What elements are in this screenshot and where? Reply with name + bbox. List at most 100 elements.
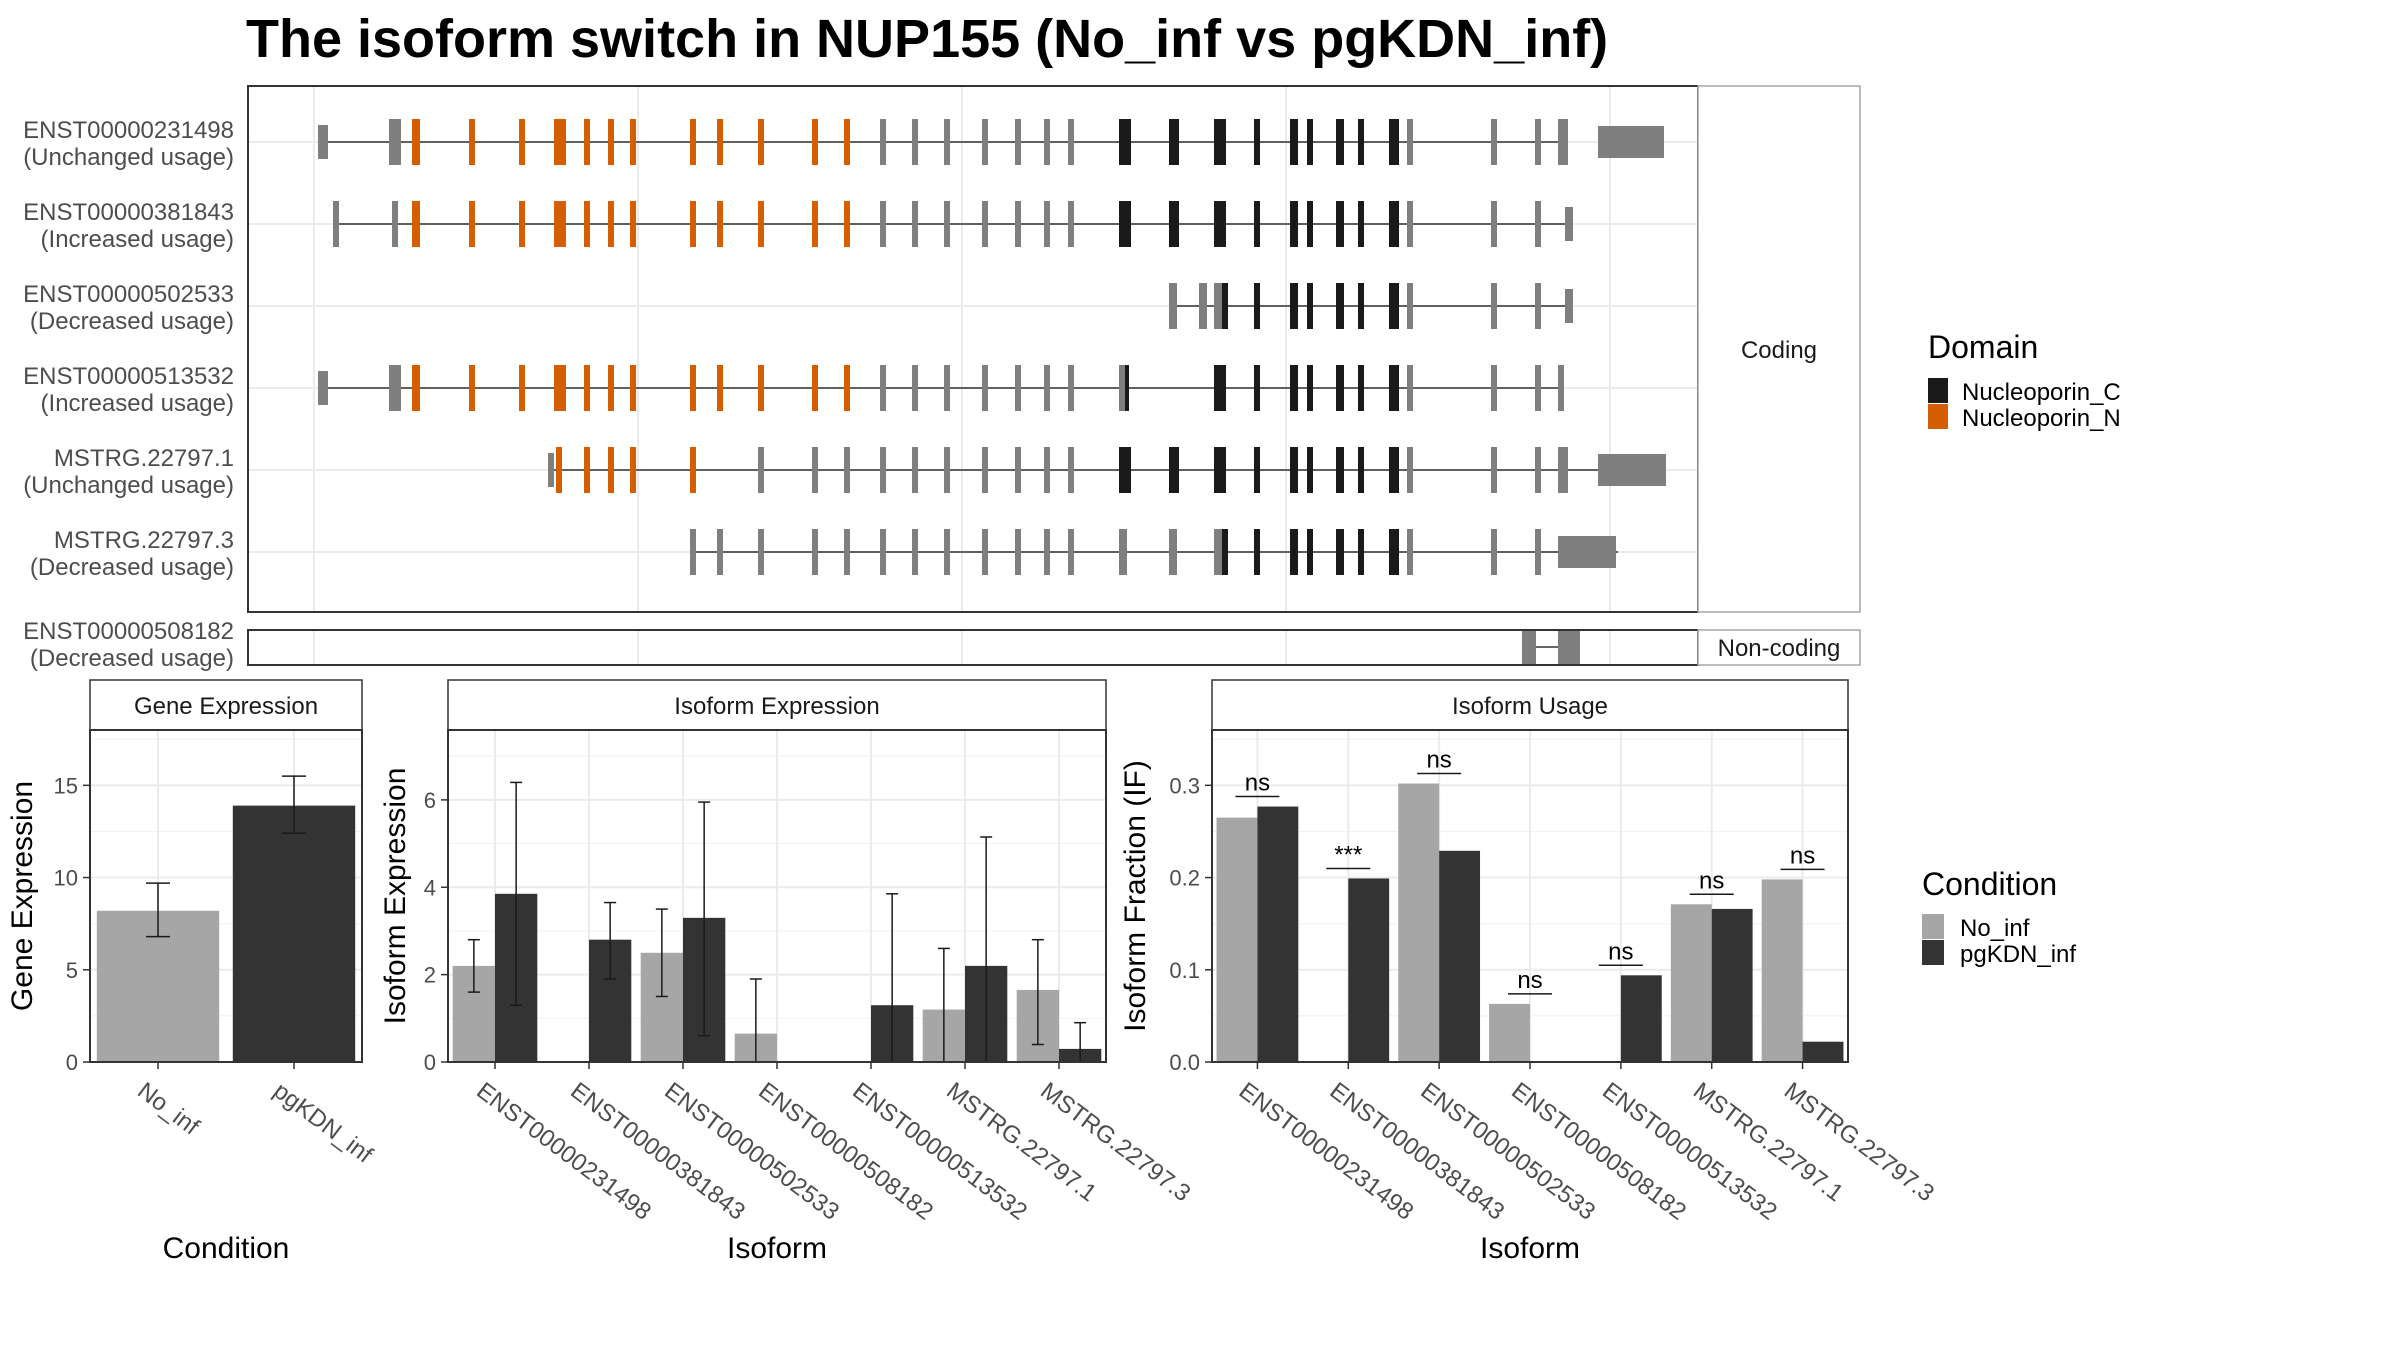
exon xyxy=(1491,283,1497,329)
bar xyxy=(1216,817,1258,1062)
condition-legend-swatch xyxy=(1922,914,1944,939)
exon xyxy=(690,529,696,575)
bar xyxy=(1761,879,1803,1062)
exon-nucleoporin-n xyxy=(630,365,636,411)
exon xyxy=(944,365,950,411)
exon xyxy=(1558,536,1616,568)
exon-nucleoporin-c xyxy=(1307,119,1313,165)
bar xyxy=(1802,1041,1844,1062)
exon xyxy=(1119,529,1127,575)
exon-nucleoporin-c xyxy=(1389,201,1399,247)
exon-nucleoporin-c xyxy=(1214,365,1226,411)
bar xyxy=(1257,806,1299,1062)
exon xyxy=(1535,283,1541,329)
domain-legend: Domain Nucleoporin_C Nucleoporin_N xyxy=(1928,329,2121,432)
exon-nucleoporin-c xyxy=(1358,365,1364,411)
condition-legend-label: pgKDN_inf xyxy=(1960,941,2076,968)
exon-nucleoporin-n xyxy=(717,201,723,247)
exon-nucleoporin-c xyxy=(1336,447,1344,493)
isoform-label-name: ENST00000502533 xyxy=(23,281,234,308)
panel-border xyxy=(89,729,363,1063)
isoform-track xyxy=(1169,283,1573,329)
domain-legend-label: Nucleoporin_C xyxy=(1962,379,2121,406)
x-axis-title: Condition xyxy=(163,1232,290,1265)
exon xyxy=(548,453,554,487)
exon-nucleoporin-n xyxy=(630,447,636,493)
bar xyxy=(1489,1003,1530,1062)
condition-legend-swatch xyxy=(1922,940,1944,965)
bar xyxy=(1348,878,1390,1062)
isoform-label-name: ENST00000508182 xyxy=(23,618,234,645)
exon xyxy=(812,447,818,493)
y-tick-label: 4 xyxy=(424,875,436,900)
exon-nucleoporin-c xyxy=(1358,529,1364,575)
y-tick-label: 6 xyxy=(424,788,436,813)
exon-nucleoporin-c xyxy=(1307,201,1313,247)
isoform-label-name: ENST00000231498 xyxy=(23,117,234,144)
exon xyxy=(1407,365,1413,411)
domain-legend-title: Domain xyxy=(1928,329,2038,365)
exon xyxy=(912,201,918,247)
exon-nucleoporin-n xyxy=(630,119,636,165)
exon-nucleoporin-c xyxy=(1169,447,1179,493)
exon xyxy=(1068,447,1074,493)
condition-legend-label: No_inf xyxy=(1960,915,2030,942)
exon-nucleoporin-n xyxy=(758,365,764,411)
exon xyxy=(758,529,764,575)
isoform-label-usage: (Unchanged usage) xyxy=(23,144,234,171)
exon-nucleoporin-c xyxy=(1290,447,1298,493)
coding-strip-label: Coding xyxy=(1741,337,1817,364)
exon xyxy=(1015,447,1021,493)
exon-nucleoporin-n xyxy=(690,119,696,165)
exon xyxy=(717,529,723,575)
exon xyxy=(1169,529,1177,575)
exon-nucleoporin-n xyxy=(519,119,525,165)
exon-nucleoporin-c xyxy=(1358,283,1364,329)
exon xyxy=(944,201,950,247)
bar xyxy=(1439,850,1481,1062)
noncoding-strip xyxy=(1697,629,1861,666)
exon xyxy=(880,529,886,575)
exon-nucleoporin-c xyxy=(1214,447,1226,493)
exon xyxy=(880,447,886,493)
y-tick-label: 0.1 xyxy=(1169,958,1200,983)
exon-nucleoporin-n xyxy=(717,365,723,411)
exon-nucleoporin-n xyxy=(844,119,850,165)
isoform-label-usage: (Decreased usage) xyxy=(30,645,234,672)
y-tick-label: 0 xyxy=(66,1050,78,1075)
exon xyxy=(1068,201,1074,247)
exon-nucleoporin-n xyxy=(584,447,590,493)
panel-border xyxy=(447,729,1107,1063)
x-tick-label: pgKDN_inf xyxy=(268,1077,377,1169)
exon xyxy=(912,447,918,493)
exon xyxy=(1535,529,1541,575)
significance-label: *** xyxy=(1334,841,1362,868)
exon xyxy=(1044,529,1050,575)
exon xyxy=(1169,283,1177,329)
exon-nucleoporin-n xyxy=(554,119,566,165)
exon-nucleoporin-n xyxy=(812,365,818,411)
exon xyxy=(1535,201,1541,247)
panel-border xyxy=(1211,729,1849,1063)
exon xyxy=(1522,630,1536,664)
exon-nucleoporin-c xyxy=(1254,201,1260,247)
exon-nucleoporin-n xyxy=(412,201,420,247)
y-tick-label: 0 xyxy=(424,1050,436,1075)
exon xyxy=(1407,529,1413,575)
coding-strip xyxy=(1697,85,1861,613)
exon-nucleoporin-n xyxy=(519,365,525,411)
exon xyxy=(1407,201,1413,247)
exon xyxy=(389,119,401,165)
exon xyxy=(1558,630,1580,664)
exon-nucleoporin-n xyxy=(608,119,614,165)
exon xyxy=(1015,201,1021,247)
exon xyxy=(880,119,886,165)
exon-nucleoporin-n xyxy=(812,119,818,165)
exon xyxy=(1015,529,1021,575)
exon xyxy=(318,371,328,405)
exon-nucleoporin-c xyxy=(1254,529,1260,575)
exon-nucleoporin-c xyxy=(1290,365,1298,411)
exon-nucleoporin-n xyxy=(412,119,420,165)
exon-nucleoporin-n xyxy=(556,447,562,493)
exon-nucleoporin-c xyxy=(1389,283,1399,329)
